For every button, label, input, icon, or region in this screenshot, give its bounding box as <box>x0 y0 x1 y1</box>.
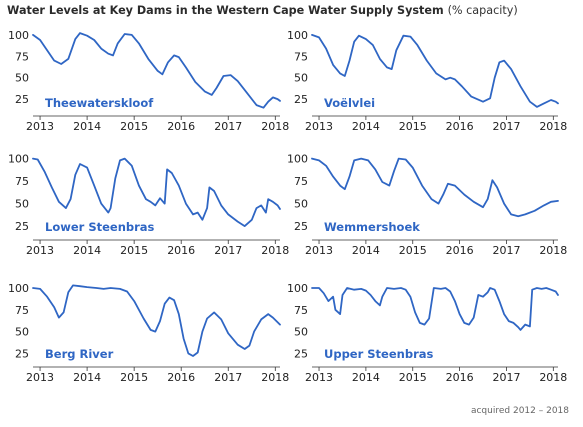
x-tick-label: 2015 <box>120 120 148 133</box>
x-tick-label: 2018 <box>539 244 567 257</box>
x-tick-label: 2018 <box>261 244 289 257</box>
x-tick-label: 2015 <box>399 244 427 257</box>
y-tick-label: 100 <box>287 282 308 295</box>
x-tick-label: 2014 <box>73 244 101 257</box>
panel-label: Theewaterskloof <box>45 96 154 110</box>
panel-label: Upper Steenbras <box>324 347 434 361</box>
y-tick-label: 25 <box>294 347 308 360</box>
x-tick-label: 2018 <box>539 120 567 133</box>
series-line <box>32 157 281 227</box>
panel-5: 25 50 75 100 2013 2014 2015 2016 2017 2018 Berg Ri… <box>8 282 289 384</box>
chart-title: Water Levels at Key Dams in the Western … <box>7 4 518 17</box>
x-tick-label: 2016 <box>167 120 195 133</box>
credit-note: acquired 2012 – 2018 <box>470 406 569 416</box>
x-tick-label: 2018 <box>261 120 289 133</box>
x-tick-label: 2013 <box>26 371 54 384</box>
series-line <box>311 34 559 108</box>
x-tick-label: 2013 <box>26 120 54 133</box>
x-tick-label: 2016 <box>167 244 195 257</box>
y-tick-label: 50 <box>15 326 29 339</box>
x-tick-label: 2016 <box>446 120 474 133</box>
y-tick-label: 100 <box>8 29 29 42</box>
y-tick-label: 50 <box>294 198 308 211</box>
x-tick-label: 2014 <box>73 120 101 133</box>
y-tick-label: 50 <box>15 72 29 85</box>
series-line <box>311 157 559 218</box>
x-tick-label: 2017 <box>492 371 520 384</box>
x-tick-label: 2017 <box>214 120 242 133</box>
y-tick-label: 75 <box>15 50 29 63</box>
x-tick-label: 2016 <box>167 371 195 384</box>
x-tick-label: 2018 <box>261 371 289 384</box>
y-tick-label: 75 <box>294 50 308 63</box>
x-tick-label: 2013 <box>305 371 333 384</box>
x-tick-label: 2013 <box>305 120 333 133</box>
x-tick-label: 2015 <box>399 371 427 384</box>
x-tick-label: 2017 <box>492 120 520 133</box>
panel-6: 25 50 75 100 2013 2014 2015 2016 2017 2018 Upper S… <box>287 282 567 384</box>
y-tick-label: 25 <box>15 347 29 360</box>
y-tick-label: 25 <box>294 220 308 233</box>
y-tick-label: 25 <box>15 220 29 233</box>
panel-label: Voëlvlei <box>324 96 375 110</box>
x-tick-label: 2015 <box>120 371 148 384</box>
y-tick-label: 75 <box>15 175 29 188</box>
panel-label: Lower Steenbras <box>45 220 155 234</box>
y-tick-label: 75 <box>15 304 29 317</box>
y-tick-label: 50 <box>15 198 29 211</box>
x-tick-label: 2015 <box>399 120 427 133</box>
x-tick-label: 2017 <box>492 244 520 257</box>
x-tick-label: 2014 <box>352 244 380 257</box>
panel-3: 25 50 75 100 2013 2014 2015 2016 2017 2018 Lower S… <box>8 153 289 257</box>
x-tick-label: 2016 <box>446 371 474 384</box>
y-tick-label: 100 <box>287 153 308 166</box>
x-tick-label: 2013 <box>305 244 333 257</box>
x-tick-label: 2017 <box>214 244 242 257</box>
y-tick-label: 100 <box>8 282 29 295</box>
y-tick-label: 100 <box>8 153 29 166</box>
panel-4: 25 50 75 100 2013 2014 2015 2016 2017 2018 Wemmers… <box>287 153 567 257</box>
y-tick-label: 25 <box>294 93 308 106</box>
panel-1: 25 50 75 100 2013 2014 2015 2016 2017 2018 Theewat… <box>8 29 289 133</box>
title-unit: (% capacity) <box>447 4 518 17</box>
y-tick-label: 75 <box>294 175 308 188</box>
y-tick-label: 50 <box>294 326 308 339</box>
x-tick-label: 2013 <box>26 244 54 257</box>
y-tick-label: 100 <box>287 29 308 42</box>
series-line <box>32 32 281 109</box>
x-tick-label: 2016 <box>446 244 474 257</box>
x-tick-label: 2017 <box>214 371 242 384</box>
panel-label: Wemmershoek <box>324 220 420 234</box>
x-tick-label: 2014 <box>73 371 101 384</box>
x-tick-label: 2015 <box>120 244 148 257</box>
y-tick-label: 25 <box>15 93 29 106</box>
y-tick-label: 50 <box>294 72 308 85</box>
panel-label: Berg River <box>45 347 114 361</box>
series-line <box>311 287 559 331</box>
title-text: Water Levels at Key Dams in the Western … <box>7 4 444 17</box>
x-tick-label: 2014 <box>352 371 380 384</box>
x-tick-label: 2014 <box>352 120 380 133</box>
x-tick-label: 2018 <box>539 371 567 384</box>
series-line <box>32 284 281 357</box>
y-tick-label: 75 <box>294 304 308 317</box>
panel-2: 25 50 75 100 2013 2014 2015 2016 2017 2018 Voëlvle… <box>287 29 567 133</box>
